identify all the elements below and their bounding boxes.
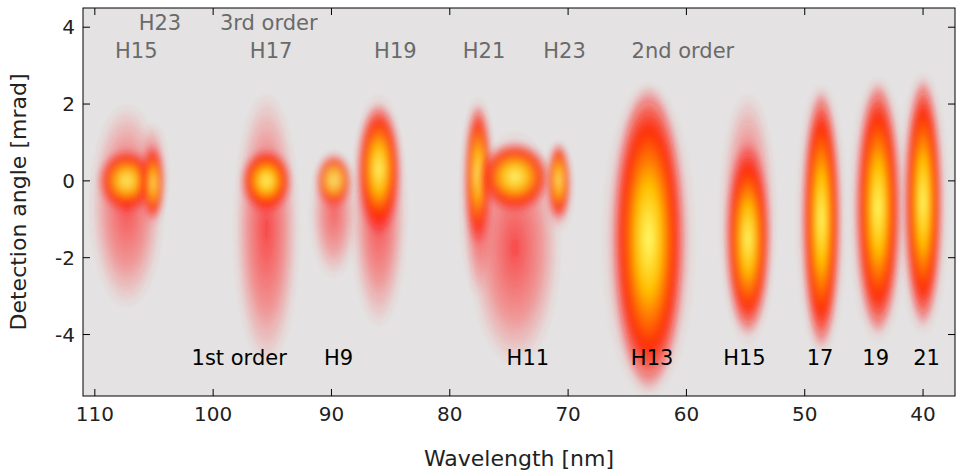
x-tick <box>94 8 95 15</box>
x-tick <box>449 8 450 15</box>
annotation: H9 <box>324 346 353 370</box>
y-tick <box>83 180 90 181</box>
x-tick-label: 110 <box>76 402 114 426</box>
y-tick-label: 0 <box>62 169 75 193</box>
y-tick-label: 2 <box>62 92 75 116</box>
y-tick-label: -4 <box>55 323 75 347</box>
plot-background <box>83 8 955 396</box>
peak-core <box>548 142 569 219</box>
annotation: H23 <box>543 39 586 63</box>
peak-core <box>142 146 163 220</box>
x-tick-label: 40 <box>910 402 935 426</box>
x-tick-label: 80 <box>437 402 462 426</box>
x-tick <box>923 389 924 396</box>
y-tick <box>948 27 955 28</box>
x-tick-label: 100 <box>194 402 232 426</box>
y-tick <box>948 180 955 181</box>
x-tick <box>686 389 687 396</box>
annotation: 17 <box>807 346 834 370</box>
x-tick <box>568 8 569 15</box>
annotation: H19 <box>374 39 417 63</box>
y-tick <box>83 27 90 28</box>
x-tick-label: 60 <box>674 402 699 426</box>
x-tick <box>686 8 687 15</box>
peak-core <box>857 81 900 335</box>
annotation: H17 <box>250 39 293 63</box>
y-tick-label: -2 <box>55 246 75 270</box>
peak-core <box>613 85 684 393</box>
peak-halo <box>352 93 405 327</box>
peak-core <box>357 104 400 235</box>
peak-core <box>479 142 550 212</box>
annotation: H15 <box>115 39 158 63</box>
x-tick <box>331 8 332 15</box>
peak-halo <box>470 131 559 365</box>
y-tick <box>948 257 955 258</box>
x-tick <box>449 389 450 396</box>
chart: 110 100 90 80 70 60 50 40 -4 -2 0 2 4 Wavelength [nm]… <box>0 0 961 475</box>
x-tick-label: 90 <box>319 402 344 426</box>
annotation: 21 <box>913 346 940 370</box>
y-tick-label: 4 <box>62 15 75 39</box>
annotation: H13 <box>631 346 674 370</box>
annotation: H15 <box>723 346 766 370</box>
y-tick <box>83 334 90 335</box>
x-tick-label: 50 <box>792 402 817 426</box>
x-axis-title: Wavelength [nm] <box>424 446 614 471</box>
x-tick-label: 70 <box>555 402 580 426</box>
peak-core <box>804 88 839 350</box>
y-tick <box>948 334 955 335</box>
y-axis-title: Detection angle [mrad] <box>6 74 31 331</box>
x-tick <box>804 8 805 15</box>
x-tick <box>213 8 214 15</box>
x-tick <box>331 389 332 396</box>
y-tick <box>83 104 90 105</box>
peak-halo <box>235 93 297 366</box>
y-tick <box>948 104 955 105</box>
peak-halo <box>799 85 843 354</box>
x-tick <box>804 389 805 396</box>
peaks <box>91 73 945 396</box>
annotation: 2nd order <box>632 39 735 63</box>
peak-halo <box>604 85 693 396</box>
peak-core <box>905 77 940 327</box>
peak-halo <box>312 150 356 277</box>
peak-core <box>316 154 351 208</box>
x-tick <box>213 389 214 396</box>
peak-core <box>727 142 770 335</box>
x-tick <box>94 389 95 396</box>
annotation: 19 <box>862 346 889 370</box>
y-tick <box>83 257 90 258</box>
annotation: 1st order <box>192 346 288 370</box>
annotation: H21 <box>463 39 506 63</box>
peak-core <box>242 150 292 212</box>
annotation: H23 <box>139 11 182 35</box>
x-tick <box>568 389 569 396</box>
plot-frame <box>83 8 955 396</box>
peak-halo <box>139 123 166 227</box>
annotation: H11 <box>507 346 550 370</box>
peak-halo <box>721 93 774 347</box>
annotation: 3rd order <box>220 11 318 35</box>
peak-halo <box>851 77 904 342</box>
x-tick <box>923 8 924 15</box>
peak-halo <box>901 73 945 334</box>
